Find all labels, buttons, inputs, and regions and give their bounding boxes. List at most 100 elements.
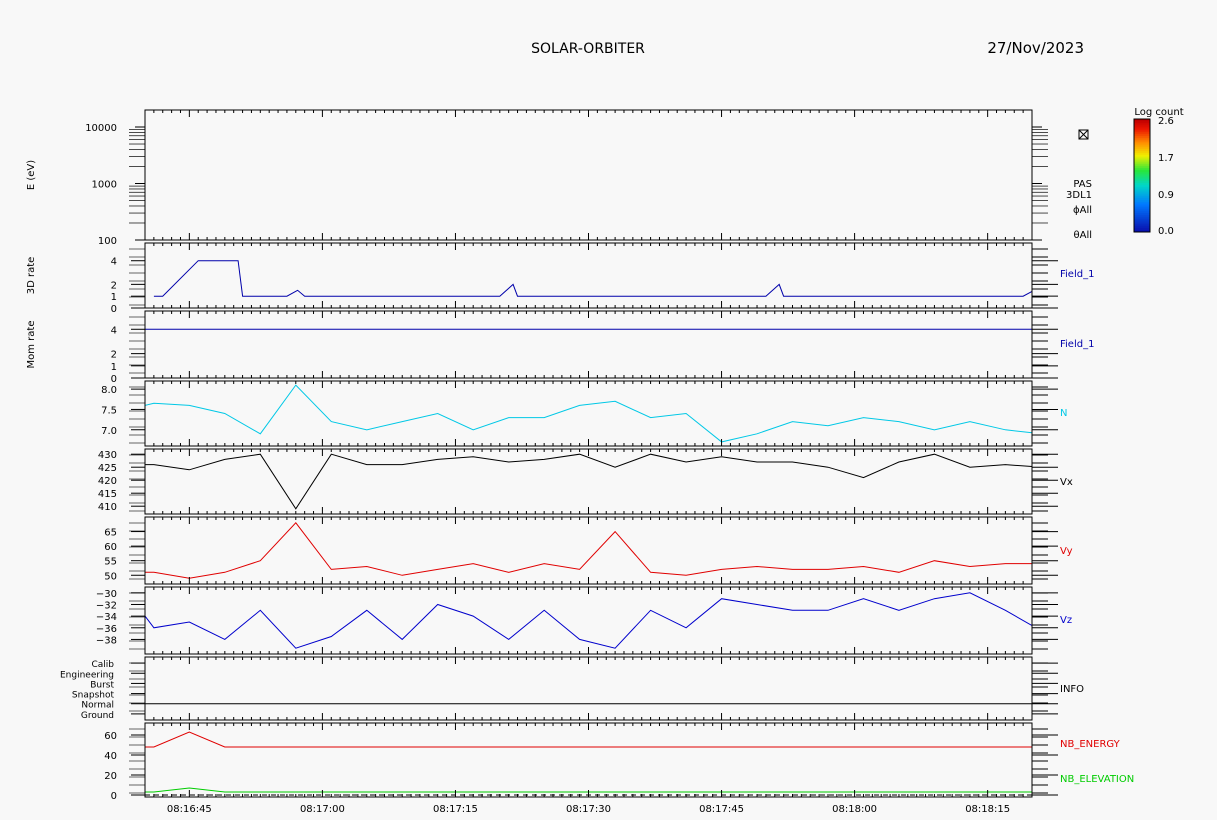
- colorbar-cell: [1134, 186, 1150, 190]
- colorbar-cell: [1134, 130, 1150, 133]
- colorbar-cell: [1134, 149, 1150, 152]
- colorbar-cell: [1134, 198, 1150, 201]
- colorbar-cell: [1134, 220, 1150, 224]
- colorbar-cell: [1134, 196, 1150, 199]
- y-tick-label: 1000: [92, 180, 117, 191]
- colorbar-cell: [1134, 228, 1150, 231]
- time-tick-label: 08:18:15: [965, 804, 1010, 815]
- colorbar-frame: [1133, 118, 1151, 233]
- y-tick-label: 7.5: [101, 405, 117, 416]
- panel-background: [145, 311, 1032, 378]
- colorbar-cell: [1134, 213, 1150, 216]
- colorbar-cell: [1134, 188, 1150, 192]
- colorbar-cell: [1134, 224, 1150, 227]
- spectrogram-right-label: PAS: [1073, 179, 1092, 190]
- series-line-vy: [145, 522, 1032, 579]
- colorbar-cell: [1134, 230, 1150, 233]
- y-tick-label: Normal: [81, 701, 114, 711]
- time-tick-label: 08:18:00: [832, 804, 877, 815]
- colorbar-cell: [1134, 181, 1150, 184]
- y-tick-label: −38: [96, 635, 117, 646]
- panel-background: [145, 587, 1032, 654]
- colorbar-cell: [1134, 164, 1150, 167]
- time-tick-label: 08:17:30: [566, 804, 611, 815]
- y-tick-label: 10000: [85, 123, 117, 134]
- colorbar-title: Log count: [1134, 107, 1183, 118]
- time-tick-label: 08:17:15: [433, 804, 478, 815]
- series-label: INFO: [1060, 684, 1084, 695]
- y-tick-label: 55: [104, 557, 117, 568]
- y-tick-label: Engineering: [60, 670, 114, 680]
- series-line-field_1: [153, 260, 1032, 297]
- colorbar-cell: [1134, 119, 1150, 122]
- y-tick-label: −34: [96, 612, 117, 623]
- colorbar-cell: [1134, 222, 1150, 225]
- colorbar-cell: [1134, 132, 1150, 135]
- spectrogram-right-label: θAll: [1073, 230, 1092, 241]
- series-line-n: [145, 384, 1032, 443]
- colorbar-cell: [1134, 201, 1150, 205]
- colorbar-cell: [1134, 154, 1150, 158]
- colorbar-cell: [1134, 177, 1150, 180]
- colorbar-cell: [1134, 175, 1150, 178]
- colorbar-cell: [1134, 215, 1150, 218]
- y-tick-label: 50: [104, 571, 117, 582]
- colorbar-cell: [1134, 158, 1150, 161]
- y-tick-label: Calib: [91, 660, 114, 670]
- colorbar-cell: [1134, 122, 1150, 126]
- panel-background: [145, 517, 1032, 584]
- colorbar-cell: [1134, 207, 1150, 210]
- series-label: Vx: [1060, 477, 1073, 488]
- colorbar-cell: [1134, 216, 1150, 220]
- colorbar-cell: [1134, 156, 1150, 160]
- panel-background: [145, 449, 1032, 514]
- colorbar-cell: [1134, 135, 1150, 139]
- y-tick-label: 8.0: [101, 385, 117, 396]
- colorbar-cell: [1134, 183, 1150, 186]
- series-label: NB_ENERGY: [1060, 739, 1121, 750]
- series-line-nb_energy: [145, 731, 1032, 748]
- colorbar-cell: [1134, 171, 1150, 175]
- y-axis-label: Mom rate: [26, 321, 37, 369]
- colorbar-cell: [1134, 134, 1150, 137]
- colorbar-cell: [1134, 169, 1150, 173]
- colorbar-cell: [1134, 184, 1150, 188]
- y-tick-label: 20: [104, 771, 117, 782]
- colorbar-cell: [1134, 141, 1150, 144]
- colorbar-cell: [1134, 145, 1150, 148]
- y-tick-label: 0: [111, 374, 117, 385]
- y-tick-label: 420: [98, 476, 117, 487]
- y-tick-label: 410: [98, 502, 117, 513]
- figure-date: 27/Nov/2023: [987, 39, 1084, 57]
- colorbar-gradient: [1133, 118, 1151, 233]
- series-line-nb_elevation: [145, 787, 1032, 793]
- panel-background: [145, 110, 1032, 240]
- colorbar-tick-label: 0.0: [1158, 226, 1174, 237]
- colorbar-cell: [1134, 199, 1150, 203]
- y-tick-label: 60: [104, 542, 117, 553]
- colorbar-cell: [1134, 218, 1150, 222]
- series-label: N: [1060, 408, 1067, 419]
- y-tick-label: −36: [96, 624, 117, 635]
- colorbar-cell: [1134, 190, 1150, 193]
- colorbar-cell: [1134, 120, 1150, 124]
- colorbar-cell: [1134, 211, 1150, 214]
- colorbar-cell: [1134, 147, 1150, 150]
- series-label: Vz: [1060, 615, 1072, 626]
- y-tick-label: 0: [111, 304, 117, 315]
- colorbar-cell: [1134, 128, 1150, 131]
- colorbar-cell: [1134, 179, 1150, 182]
- colorbar-cell: [1134, 152, 1150, 156]
- figure-title: SOLAR-ORBITER: [531, 41, 645, 57]
- y-tick-label: 100: [98, 236, 117, 247]
- y-tick-label: −30: [96, 589, 117, 600]
- y-tick-label: 65: [104, 528, 117, 539]
- colorbar-cell: [1134, 124, 1150, 128]
- colorbar: Log count 2.6 1.7 0.9 0.0: [1133, 107, 1184, 237]
- y-tick-label: 1: [111, 292, 117, 303]
- panel-background: [145, 657, 1032, 720]
- crossed-box-icon: [1078, 129, 1089, 140]
- colorbar-tick-label: 0.9: [1158, 190, 1174, 201]
